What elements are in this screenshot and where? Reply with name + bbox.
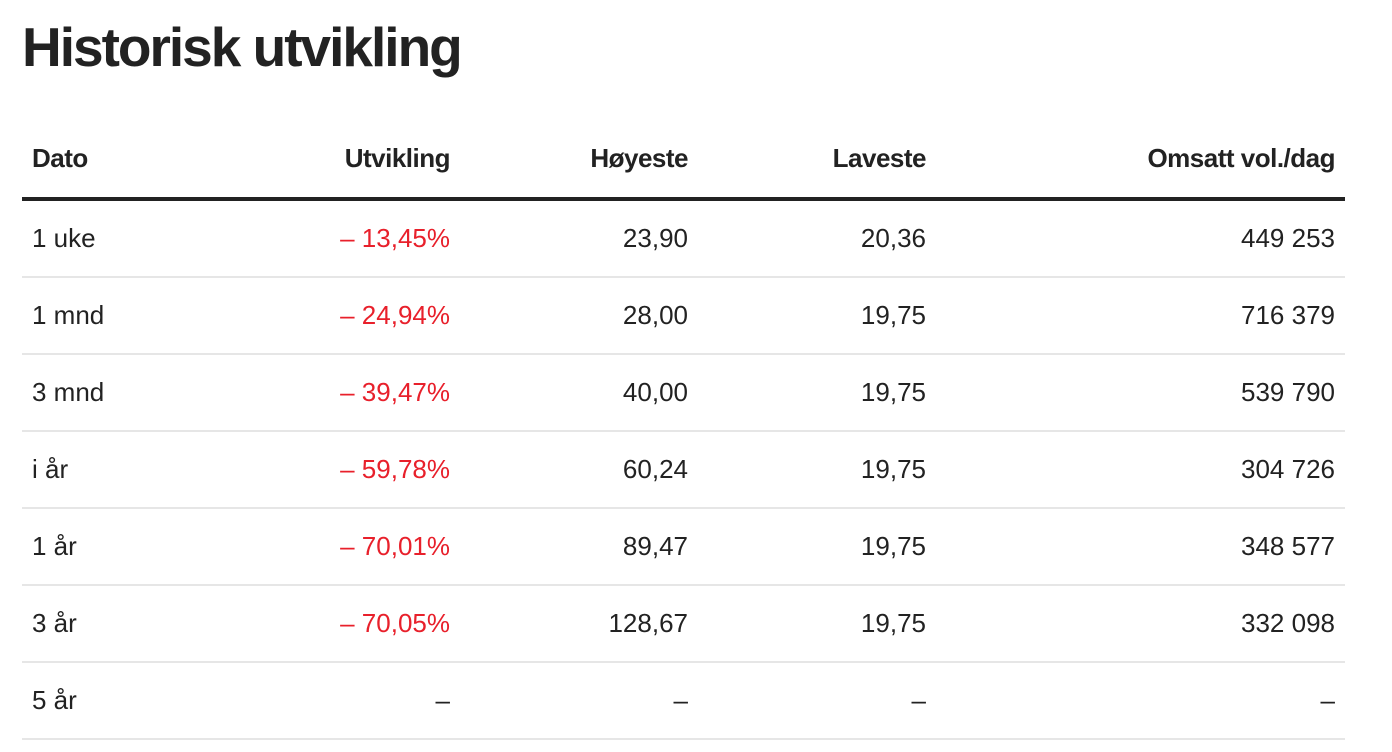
cell-dato: 3 år [22, 585, 222, 663]
cell-laveste: 20,36 [698, 199, 936, 278]
table-row: i år – 59,78% 60,24 19,75 304 726 [22, 431, 1345, 509]
cell-omsatt-volum: 304 726 [936, 431, 1345, 509]
historical-development-table: Dato Utvikling Høyeste Laveste Omsatt vo… [22, 120, 1345, 740]
cell-omsatt-volum: 449 253 [936, 199, 1345, 278]
cell-utvikling: – 24,94% [222, 277, 460, 355]
cell-hoyeste: 128,67 [460, 585, 698, 663]
cell-utvikling: – 59,78% [222, 431, 460, 509]
cell-laveste: 19,75 [698, 277, 936, 355]
cell-omsatt-volum: 716 379 [936, 277, 1345, 355]
table-row: 1 mnd – 24,94% 28,00 19,75 716 379 [22, 277, 1345, 355]
column-header-dato: Dato [22, 120, 222, 201]
table-row: 1 år – 70,01% 89,47 19,75 348 577 [22, 508, 1345, 586]
column-header-laveste: Laveste [698, 120, 936, 201]
page-title: Historisk utvikling [22, 16, 463, 78]
cell-dato: 5 år [22, 662, 222, 740]
cell-hoyeste: 60,24 [460, 431, 698, 509]
cell-hoyeste: 23,90 [460, 199, 698, 278]
cell-dato: 3 mnd [22, 354, 222, 432]
cell-laveste: 19,75 [698, 354, 936, 432]
cell-laveste: 19,75 [698, 431, 936, 509]
cell-laveste: – [698, 662, 936, 740]
cell-dato: i år [22, 431, 222, 509]
cell-hoyeste: – [460, 662, 698, 740]
cell-utvikling: – 70,05% [222, 585, 460, 663]
cell-omsatt-volum: 348 577 [936, 508, 1345, 586]
cell-omsatt-volum: – [936, 662, 1345, 740]
table-row: 3 mnd – 39,47% 40,00 19,75 539 790 [22, 354, 1345, 432]
column-header-utvikling: Utvikling [222, 120, 460, 201]
cell-utvikling: – 39,47% [222, 354, 460, 432]
cell-utvikling: – 70,01% [222, 508, 460, 586]
table-header-row: Dato Utvikling Høyeste Laveste Omsatt vo… [22, 120, 1345, 201]
cell-omsatt-volum: 332 098 [936, 585, 1345, 663]
cell-hoyeste: 89,47 [460, 508, 698, 586]
cell-utvikling: – 13,45% [222, 199, 460, 278]
column-header-hoyeste: Høyeste [460, 120, 698, 201]
cell-dato: 1 uke [22, 199, 222, 278]
cell-dato: 1 år [22, 508, 222, 586]
cell-dato: 1 mnd [22, 277, 222, 355]
cell-laveste: 19,75 [698, 508, 936, 586]
cell-hoyeste: 40,00 [460, 354, 698, 432]
column-header-omsatt-volum: Omsatt vol./dag [936, 120, 1345, 201]
cell-laveste: 19,75 [698, 585, 936, 663]
table-row: 1 uke – 13,45% 23,90 20,36 449 253 [22, 199, 1345, 278]
table-row: 5 år – – – – [22, 662, 1345, 740]
cell-utvikling: – [222, 662, 460, 740]
cell-hoyeste: 28,00 [460, 277, 698, 355]
table-row: 3 år – 70,05% 128,67 19,75 332 098 [22, 585, 1345, 663]
cell-omsatt-volum: 539 790 [936, 354, 1345, 432]
